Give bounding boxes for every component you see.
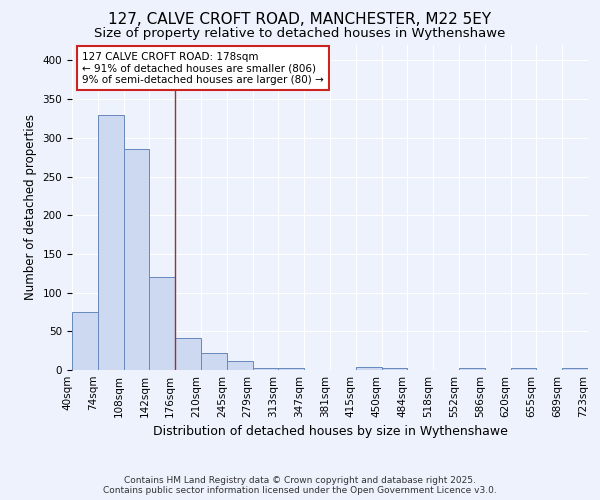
Bar (459, 368, 485, 370)
Bar (562, 368, 588, 370)
Bar (175, 338, 201, 370)
Bar (356, 367, 382, 370)
Y-axis label: Number of detached properties: Number of detached properties (24, 114, 37, 300)
Bar (98, 114, 124, 370)
Bar (253, 368, 278, 370)
Bar (278, 368, 304, 370)
Bar (227, 360, 253, 370)
Bar (124, 150, 149, 370)
Bar (382, 368, 407, 370)
Text: 127 CALVE CROFT ROAD: 178sqm
← 91% of detached houses are smaller (806)
9% of se: 127 CALVE CROFT ROAD: 178sqm ← 91% of de… (82, 52, 324, 84)
Text: 127, CALVE CROFT ROAD, MANCHESTER, M22 5EY: 127, CALVE CROFT ROAD, MANCHESTER, M22 5… (109, 12, 491, 28)
X-axis label: Distribution of detached houses by size in Wythenshawe: Distribution of detached houses by size … (152, 426, 508, 438)
Text: Contains HM Land Registry data © Crown copyright and database right 2025.
Contai: Contains HM Land Registry data © Crown c… (103, 476, 497, 495)
Bar (201, 353, 227, 370)
Bar (149, 277, 175, 370)
Bar (511, 368, 536, 370)
Bar (72, 312, 98, 370)
Text: Size of property relative to detached houses in Wythenshawe: Size of property relative to detached ho… (94, 28, 506, 40)
